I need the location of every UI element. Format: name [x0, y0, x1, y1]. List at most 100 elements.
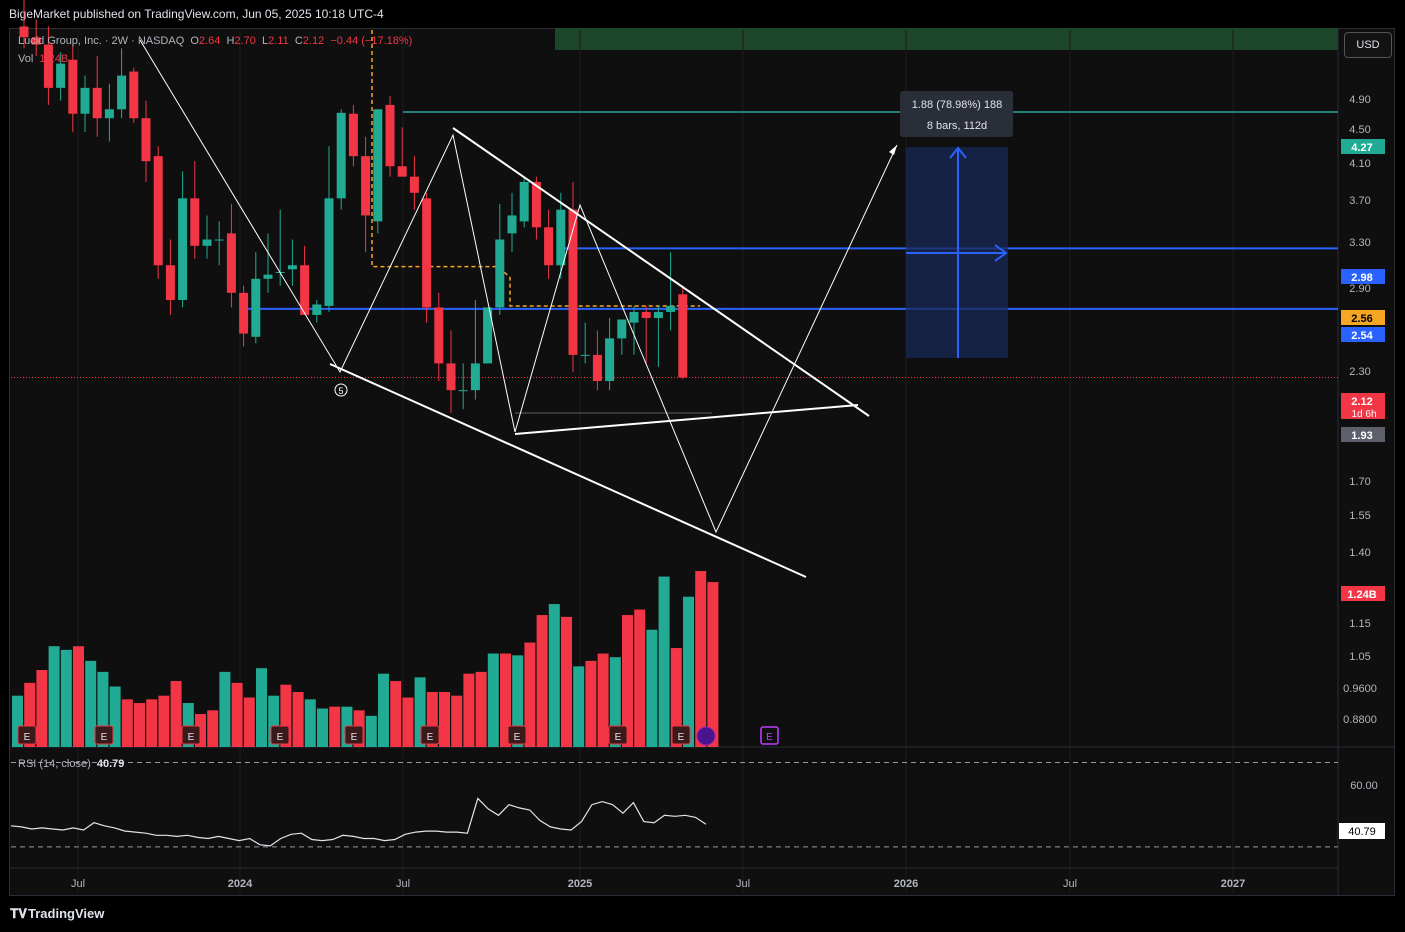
candle: [568, 209, 578, 355]
price-tick: 3.30: [1349, 237, 1370, 249]
earnings-icon-label: E: [101, 732, 108, 743]
volume-bar: [12, 695, 23, 747]
candle: [31, 37, 41, 45]
volume-bar: [134, 703, 145, 747]
arrow-right-icon: [994, 244, 1008, 262]
earnings-icon[interactable]: [270, 725, 290, 745]
candle: [592, 354, 602, 382]
earnings-icon[interactable]: [94, 725, 114, 745]
volume-bar: [280, 684, 292, 747]
volume-bar: [695, 571, 707, 747]
time-tick: 2025: [568, 878, 592, 890]
rsi-value-label: 40.79: [1348, 826, 1376, 838]
price-tick: 1.55: [1349, 510, 1370, 522]
volume-bar: [268, 695, 280, 747]
volume-bar: [524, 642, 536, 747]
volume-bar: [48, 646, 60, 747]
volume-legend: Vol 1.24B: [18, 53, 68, 65]
candle: [129, 71, 139, 119]
earnings-icon[interactable]: [507, 725, 527, 745]
volume-bar: [231, 682, 243, 747]
candle: [495, 239, 505, 308]
volume-bar: [658, 576, 670, 747]
tradingview-logo[interactable]: 𝐓𝐕TradingView: [10, 906, 104, 922]
volume-bar: [573, 666, 585, 747]
price-label-countdown: 1d 6h: [1351, 409, 1376, 420]
volume-bar: [329, 706, 341, 747]
candle: [178, 198, 188, 301]
candle: [385, 104, 395, 167]
candle: [43, 44, 53, 88]
currency-button[interactable]: USD: [1344, 32, 1392, 58]
earnings-icon[interactable]: [608, 725, 628, 745]
earnings-icon[interactable]: [420, 725, 440, 745]
time-tick: Jul: [736, 878, 750, 890]
volume-bar: [73, 646, 84, 747]
candle: [19, 26, 29, 38]
volume-bar: [646, 629, 658, 747]
candle: [458, 390, 468, 392]
volume-bar: [548, 604, 560, 747]
earnings-icon-label: E: [514, 732, 521, 743]
low-value: 2.11: [268, 35, 289, 47]
volume-bar: [597, 653, 609, 747]
candle: [483, 307, 493, 364]
earnings-icon[interactable]: [17, 725, 37, 745]
candle: [324, 198, 334, 306]
volume-bar: [451, 695, 463, 747]
price-tick: 4.90: [1349, 94, 1370, 106]
candle: [239, 292, 249, 334]
volume-bar: [634, 609, 646, 747]
earnings-icon[interactable]: [671, 725, 691, 745]
volume-bar: [24, 682, 36, 747]
candle: [641, 311, 651, 318]
candle: [397, 166, 407, 177]
measure-line-2: 8 bars, 112d: [927, 120, 987, 132]
lightning-icon[interactable]: [696, 726, 716, 746]
low-label: L: [262, 35, 269, 47]
high-value: 2.70: [234, 35, 256, 47]
orange-guide-line: [371, 30, 700, 307]
projection-arrow-icon: [889, 145, 897, 155]
volume-bar: [36, 670, 48, 747]
price-label: 2.12: [1351, 396, 1372, 408]
candle: [287, 265, 297, 270]
price-label: 2.98: [1351, 272, 1372, 284]
volume-bar: [121, 699, 133, 747]
price-tick: 1.40: [1349, 547, 1370, 559]
volume-bar: [500, 653, 511, 747]
price-label-box: [1341, 269, 1385, 284]
volume-bar: [158, 695, 170, 747]
volume-bar: [365, 715, 377, 747]
volume-bar: [414, 677, 426, 747]
volume-bar: [512, 655, 524, 747]
candle: [165, 265, 175, 301]
candle: [678, 294, 688, 378]
volume-bar: [170, 681, 182, 747]
wave-marker-icon: [334, 383, 348, 397]
future-earnings-icon[interactable]: [760, 726, 779, 745]
price-tick: 4.50: [1349, 124, 1370, 136]
price-tick: 1.70: [1349, 476, 1370, 488]
candle: [214, 239, 224, 241]
earnings-icon[interactable]: [344, 725, 364, 745]
future-earnings-label: E: [766, 732, 773, 743]
volume-bar: [390, 681, 402, 747]
support-trendline: [514, 404, 859, 435]
measure-tooltip: [900, 91, 1013, 137]
rsi-value-box: [1339, 823, 1385, 839]
candle: [629, 311, 639, 323]
time-tick: Jul: [1063, 878, 1077, 890]
candle: [92, 87, 102, 119]
volume-bar: [426, 692, 438, 747]
price-tick: 0.9600: [1343, 683, 1377, 695]
candle: [544, 227, 554, 266]
price-label: 2.54: [1351, 330, 1373, 342]
candle: [373, 109, 383, 222]
price-label-box: [1341, 427, 1385, 442]
earnings-icon[interactable]: [181, 725, 201, 745]
rsi-label: RSI (14, close): [18, 758, 91, 770]
candle: [605, 338, 615, 382]
wedge-lower-line: [329, 363, 807, 578]
